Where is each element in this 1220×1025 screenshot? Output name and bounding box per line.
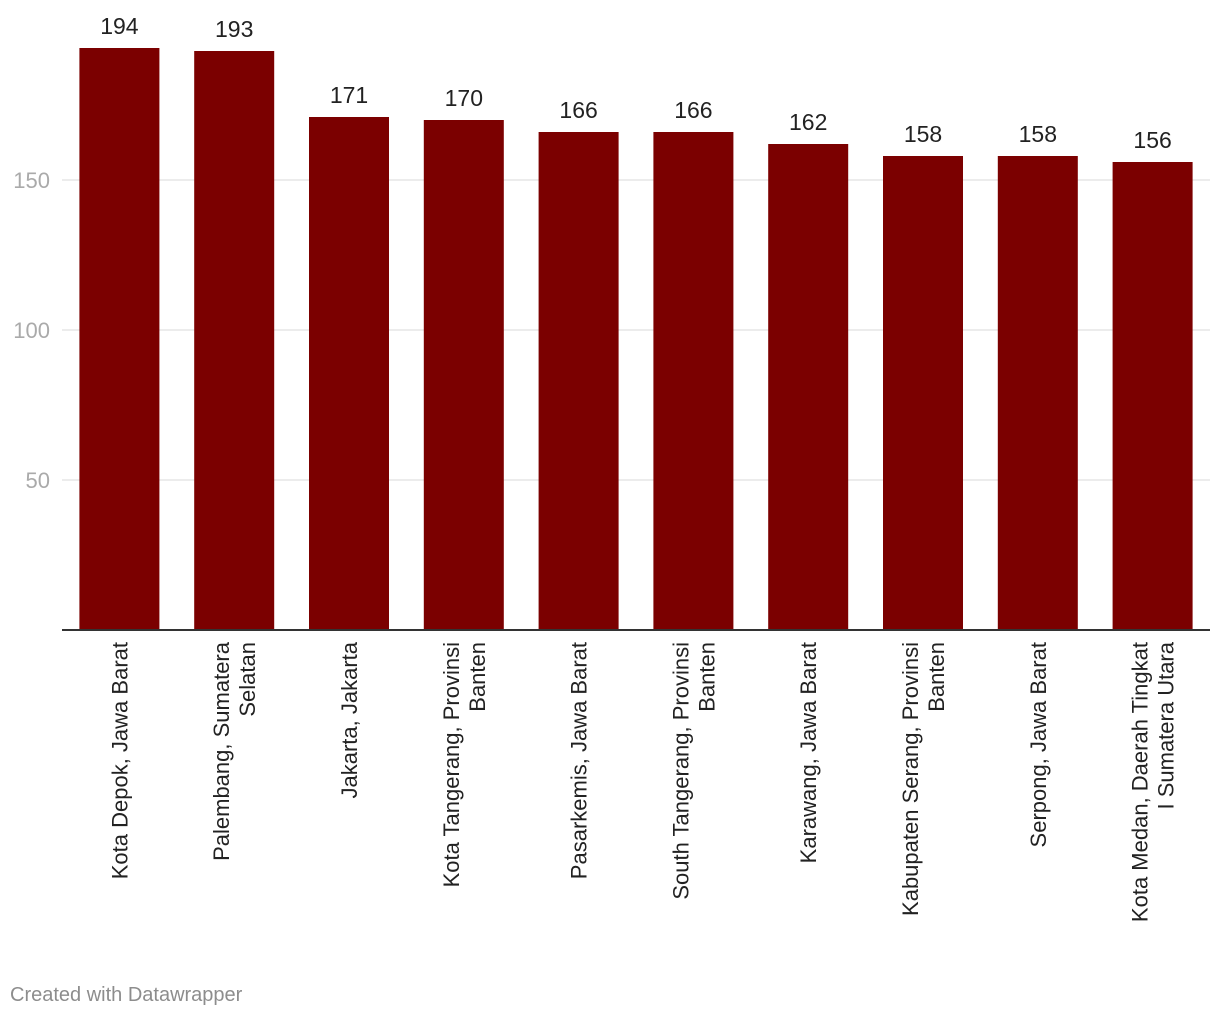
x-tick-label-1: Kota Depok, Jawa Barat — [107, 642, 132, 879]
bar-5 — [538, 132, 619, 630]
x-tick-label-line: Selatan — [235, 642, 260, 717]
y-tick-label-150: 150 — [13, 168, 50, 193]
value-label-2: 193 — [215, 16, 253, 42]
credit-text: Created with Datawrapper — [10, 984, 243, 1006]
x-tick-label-line: Jakarta, Jakarta — [337, 641, 362, 798]
value-label-3: 171 — [330, 82, 368, 108]
x-tick-label-4: Kota Tangerang, Provinsi Banten — [439, 642, 490, 887]
bar-6 — [653, 132, 734, 630]
x-tick-label-3: Jakarta, Jakarta — [337, 641, 362, 798]
x-tick-label-line: South Tangerang, Provinsi — [668, 642, 693, 900]
x-tick-label-line: Kota Medan, Daerah Tingkat — [1128, 642, 1153, 922]
value-label-10: 156 — [1133, 127, 1171, 153]
value-label-9: 158 — [1019, 121, 1057, 147]
y-tick-label-100: 100 — [13, 318, 50, 343]
x-tick-label-line: I Sumatera Utara — [1154, 641, 1179, 809]
value-label-7: 162 — [789, 109, 827, 135]
x-tick-label-6: South Tangerang, Provinsi Banten — [668, 642, 719, 900]
bar-1 — [79, 48, 160, 630]
value-label-6: 166 — [674, 97, 712, 123]
x-tick-label-line: Karawang, Jawa Barat — [796, 642, 821, 863]
bar-3 — [309, 117, 389, 630]
x-tick-label-10: Kota Medan, Daerah Tingkat I Sumatera Uta… — [1128, 641, 1179, 922]
x-tick-label-2: Palembang, Sumatera Selatan — [209, 641, 260, 861]
x-tick-label-line: Banten — [465, 642, 490, 712]
x-tick-label-line: Serpong, Jawa Barat — [1026, 642, 1051, 847]
value-label-5: 166 — [559, 97, 597, 123]
value-label-1: 194 — [100, 13, 139, 39]
x-tick-label-line: Kabupaten Serang, Provinsi — [898, 642, 923, 916]
x-tick-label-line: Pasarkemis, Jawa Barat — [567, 642, 592, 879]
bar-2 — [194, 51, 275, 630]
x-tick-label-line: Banten — [694, 642, 719, 712]
bar-8 — [883, 156, 963, 630]
x-tick-label-8: Kabupaten Serang, Provinsi Banten — [898, 642, 949, 916]
bar-10 — [1112, 162, 1193, 630]
y-tick-label-50: 50 — [26, 468, 50, 493]
x-tick-label-line: Kota Tangerang, Provinsi — [439, 642, 464, 887]
bar-4 — [423, 120, 504, 630]
x-tick-label-9: Serpong, Jawa Barat — [1026, 642, 1051, 847]
x-tick-label-line: Kota Depok, Jawa Barat — [107, 642, 132, 879]
value-label-8: 158 — [904, 121, 942, 147]
x-tick-label-line: Banten — [924, 642, 949, 712]
value-label-4: 170 — [445, 85, 483, 111]
x-tick-label-7: Karawang, Jawa Barat — [796, 642, 821, 863]
bar-9 — [997, 156, 1078, 630]
x-tick-label-5: Pasarkemis, Jawa Barat — [567, 642, 592, 879]
bar-7 — [768, 144, 849, 630]
x-tick-label-line: Palembang, Sumatera — [209, 641, 234, 861]
